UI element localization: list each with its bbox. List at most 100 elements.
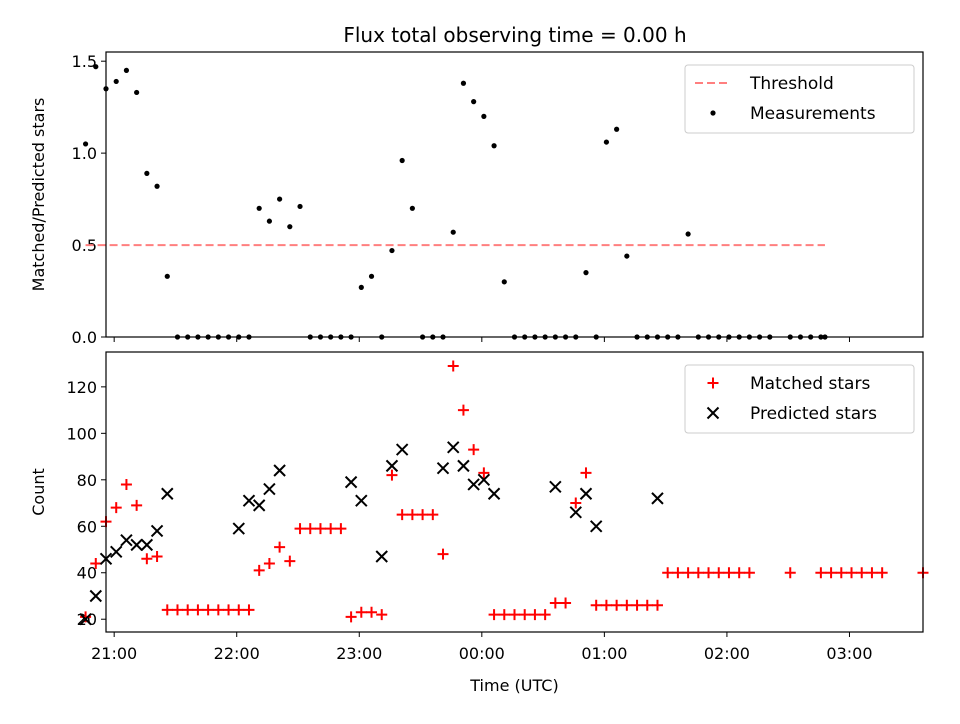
- measurements-point: [471, 99, 477, 105]
- matched-stars-point: [396, 509, 408, 521]
- top-y-tick-label: 1.5: [72, 52, 97, 71]
- matched-stars-point: [519, 609, 531, 621]
- matched-stars-point: [682, 567, 694, 579]
- bottom-x-tick-label: 01:00: [581, 644, 627, 663]
- predicted-stars-point: [140, 538, 154, 552]
- top-legend-box: [684, 64, 915, 134]
- predicted-stars-point: [355, 494, 368, 507]
- predicted-stars-point: [436, 461, 450, 475]
- matched-stars-point: [846, 567, 858, 579]
- measurements-point: [123, 67, 130, 73]
- matched-stars-point: [376, 609, 388, 621]
- measurements-point: [144, 170, 150, 176]
- predicted-stars-point: [457, 459, 470, 473]
- matched-stars-point: [120, 478, 132, 490]
- matched-stars-point: [703, 567, 715, 579]
- predicted-stars-point: [252, 499, 266, 512]
- measurements-point: [113, 78, 119, 85]
- matched-stars-point: [274, 541, 286, 553]
- measurements-point: [450, 229, 456, 235]
- matched-stars-point: [304, 523, 316, 535]
- matched-stars-point: [355, 606, 367, 618]
- bottom-plot-frame: [105, 351, 924, 633]
- predicted-stars-point: [232, 522, 245, 535]
- predicted-stars-point: [263, 482, 276, 496]
- measurements-point: [501, 279, 507, 285]
- top-legend-label: Measurements: [750, 104, 876, 124]
- matched-stars-point: [549, 597, 561, 609]
- matched-stars-point: [488, 609, 500, 621]
- measurements-point: [134, 89, 140, 96]
- matched-stars-point: [866, 567, 878, 579]
- matched-stars-point: [835, 567, 847, 579]
- bottom-x-tick-label: 02:00: [704, 644, 750, 663]
- matched-stars-point: [366, 606, 378, 618]
- matched-stars-point: [223, 604, 235, 616]
- measurements-point: [399, 157, 405, 164]
- matched-stars-point: [335, 523, 347, 535]
- predicted-stars-point: [549, 480, 562, 493]
- matched-stars-point: [478, 467, 490, 479]
- matched-stars-point: [876, 567, 888, 579]
- matched-stars-point: [600, 599, 612, 611]
- matched-stars-point: [427, 509, 439, 521]
- predicted-stars-point: [477, 473, 491, 487]
- predicted-stars-point: [569, 506, 582, 519]
- predicted-stars-point: [161, 487, 174, 500]
- matched-stars-point: [825, 567, 837, 579]
- bottom-legend-box: [684, 364, 915, 434]
- matched-stars-point: [560, 597, 572, 609]
- matched-stars-point: [171, 604, 183, 616]
- bottom-y-tick-label: 80: [77, 471, 97, 490]
- predicted-stars-point: [589, 520, 603, 533]
- matched-stars-point: [498, 609, 510, 621]
- measurements-point: [583, 270, 589, 276]
- measurements-point: [358, 284, 364, 290]
- measurements-point: [82, 141, 89, 147]
- bottom-y-axis-label: Count: [29, 468, 48, 516]
- predicted-stars-point: [395, 443, 409, 456]
- matched-stars-point: [192, 604, 204, 616]
- top-panel: 0.0 0.5 1.0 1.5 Matched/Predicted stars Thres…: [29, 51, 924, 347]
- matched-stars-point: [529, 609, 541, 621]
- matched-stars-point: [314, 523, 326, 535]
- bottom-legend: Matched stars Predicted stars: [684, 364, 915, 434]
- predicted-stars-point: [120, 534, 133, 547]
- matched-stars-point: [631, 599, 643, 611]
- bottom-legend-label: Matched stars: [750, 374, 870, 394]
- top-y-tick-label: 1.0: [72, 144, 97, 163]
- measurements-point: [287, 224, 293, 230]
- matched-stars-point: [263, 557, 275, 569]
- matched-stars-point: [131, 499, 143, 511]
- measurements-point: [154, 183, 160, 189]
- matched-stars-point: [345, 611, 357, 623]
- bottom-y-tick-label: 40: [77, 564, 97, 583]
- measurements-point: [409, 205, 415, 211]
- predicted-stars-point: [487, 487, 501, 500]
- top-y-axis-label: Matched/Predicted stars: [29, 98, 48, 292]
- measurements-point: [460, 80, 467, 86]
- bottom-x-tick-label: 21:00: [91, 644, 137, 663]
- matched-stars-point: [386, 469, 398, 481]
- matched-stars-point: [570, 497, 582, 509]
- matched-stars-point: [641, 599, 653, 611]
- legend-measurements-marker: [710, 110, 716, 116]
- bottom-x-tick-label: 23:00: [336, 644, 382, 663]
- matched-stars-point: [539, 609, 551, 621]
- predicted-stars-point: [79, 613, 92, 626]
- top-legend: Threshold Measurements: [684, 64, 915, 134]
- predicted-stars-point: [467, 478, 480, 491]
- matched-stars-point: [621, 599, 633, 611]
- top-y-tick-label: 0.0: [72, 328, 97, 347]
- matched-stars-point: [161, 604, 173, 616]
- matched-stars-point: [651, 599, 663, 611]
- measurements-point: [481, 113, 487, 119]
- matched-stars-point: [417, 509, 429, 521]
- matched-stars-point: [509, 609, 520, 621]
- predicted-stars-point: [385, 459, 399, 473]
- bottom-y-tick-label: 120: [66, 378, 97, 397]
- predicted-stars-point: [344, 475, 358, 489]
- matched-stars-point: [253, 564, 265, 576]
- matched-stars-point: [468, 444, 480, 456]
- bottom-y-tick-label: 100: [66, 424, 97, 443]
